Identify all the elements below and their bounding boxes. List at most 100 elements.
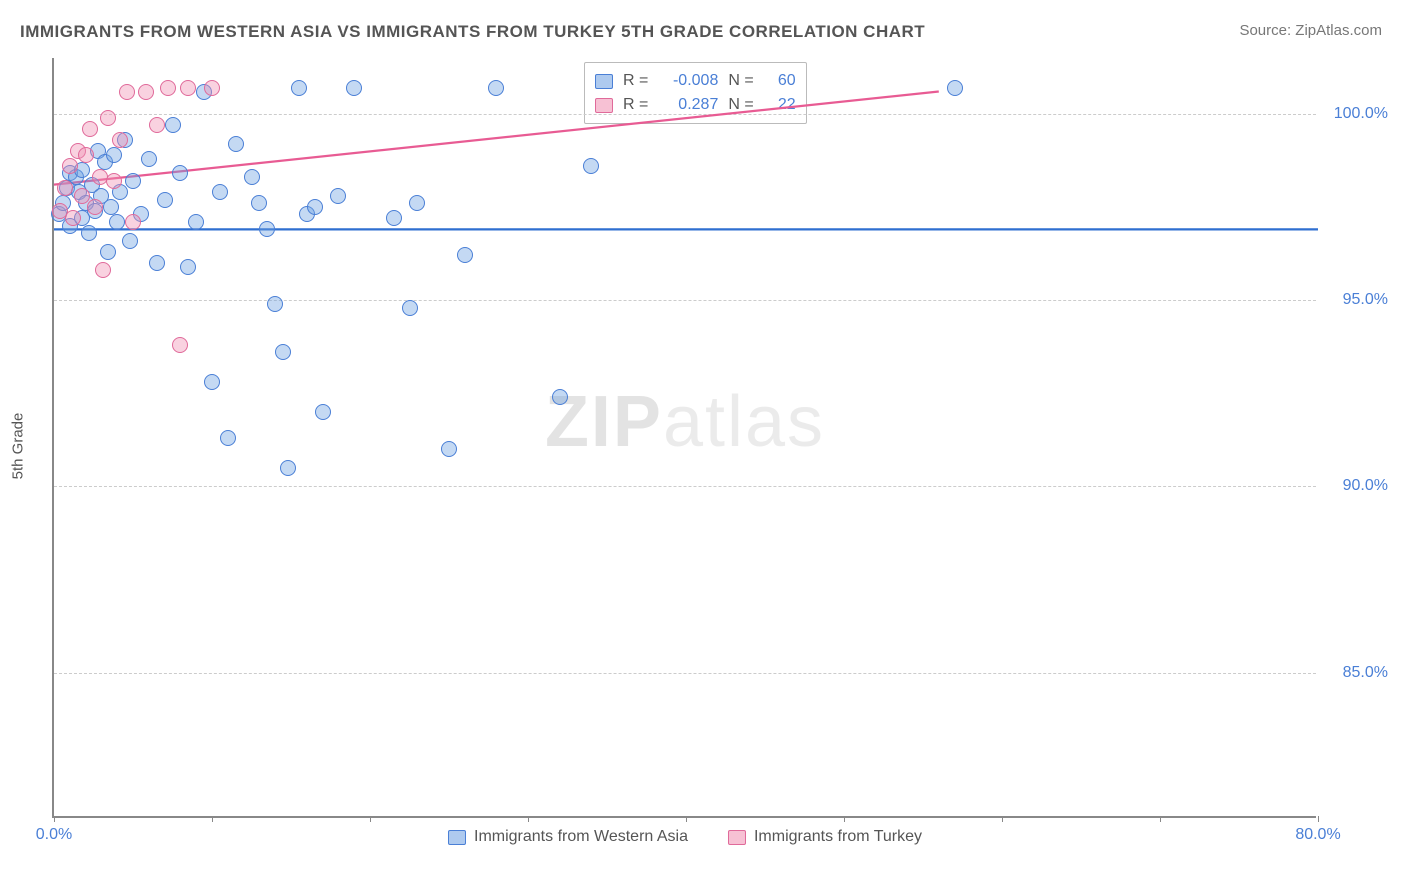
series-legend: Immigrants from Western Asia Immigrants … <box>448 828 922 846</box>
data-point <box>488 80 504 96</box>
data-point <box>409 195 425 211</box>
data-point <box>307 199 323 215</box>
gridline <box>54 114 1316 115</box>
r-value-a: -0.008 <box>658 72 718 90</box>
x-tick-label: 80.0% <box>1295 826 1340 844</box>
data-point <box>112 132 128 148</box>
data-point <box>119 84 135 100</box>
trend-lines-svg <box>54 58 1318 818</box>
data-point <box>275 344 291 360</box>
data-point <box>267 296 283 312</box>
data-point <box>122 233 138 249</box>
x-tick <box>1318 816 1319 822</box>
chart-title: IMMIGRANTS FROM WESTERN ASIA VS IMMIGRAN… <box>20 22 925 42</box>
n-value-b: 22 <box>764 96 796 114</box>
data-point <box>106 147 122 163</box>
data-point <box>441 441 457 457</box>
swatch-series-a <box>448 830 466 845</box>
data-point <box>402 300 418 316</box>
n-label: N = <box>728 96 753 114</box>
data-point <box>62 158 78 174</box>
data-point <box>82 121 98 137</box>
x-tick <box>54 816 55 822</box>
x-tick <box>370 816 371 822</box>
data-point <box>149 255 165 271</box>
data-point <box>95 262 111 278</box>
x-tick <box>1160 816 1161 822</box>
data-point <box>106 173 122 189</box>
data-point <box>386 210 402 226</box>
data-point <box>244 169 260 185</box>
y-tick-label: 90.0% <box>1343 477 1388 495</box>
r-label: R = <box>623 72 648 90</box>
data-point <box>552 389 568 405</box>
watermark-text: ZIPatlas <box>545 381 825 463</box>
r-value-b: 0.287 <box>658 96 718 114</box>
source-label: Source: ZipAtlas.com <box>1239 22 1382 39</box>
y-tick-label: 100.0% <box>1334 105 1388 123</box>
legend-label-b: Immigrants from Turkey <box>754 828 922 846</box>
data-point <box>172 165 188 181</box>
data-point <box>280 460 296 476</box>
y-tick-label: 95.0% <box>1343 291 1388 309</box>
data-point <box>330 188 346 204</box>
data-point <box>457 247 473 263</box>
data-point <box>57 180 73 196</box>
data-point <box>220 430 236 446</box>
data-point <box>125 173 141 189</box>
legend-label-a: Immigrants from Western Asia <box>474 828 688 846</box>
data-point <box>87 199 103 215</box>
data-point <box>103 199 119 215</box>
data-point <box>141 151 157 167</box>
y-axis-label: 5th Grade <box>10 413 27 480</box>
plot-area: ZIPatlas R = -0.008 N = 60 R = 0.287 N =… <box>52 58 1316 818</box>
data-point <box>251 195 267 211</box>
data-point <box>315 404 331 420</box>
data-point <box>100 244 116 260</box>
swatch-series-b <box>595 98 613 113</box>
data-point <box>160 80 176 96</box>
legend-item-a: Immigrants from Western Asia <box>448 828 688 846</box>
gridline <box>54 673 1316 674</box>
data-point <box>172 337 188 353</box>
data-point <box>212 184 228 200</box>
data-point <box>204 80 220 96</box>
gridline <box>54 486 1316 487</box>
x-tick <box>1002 816 1003 822</box>
legend-item-b: Immigrants from Turkey <box>728 828 922 846</box>
data-point <box>188 214 204 230</box>
data-point <box>81 225 97 241</box>
gridline <box>54 300 1316 301</box>
n-label: N = <box>728 72 753 90</box>
data-point <box>78 147 94 163</box>
x-tick <box>686 816 687 822</box>
data-point <box>346 80 362 96</box>
data-point <box>259 221 275 237</box>
data-point <box>149 117 165 133</box>
swatch-series-a <box>595 74 613 89</box>
data-point <box>947 80 963 96</box>
data-point <box>204 374 220 390</box>
data-point <box>291 80 307 96</box>
data-point <box>65 210 81 226</box>
data-point <box>228 136 244 152</box>
data-point <box>157 192 173 208</box>
x-tick-label: 0.0% <box>36 826 72 844</box>
data-point <box>138 84 154 100</box>
x-tick <box>528 816 529 822</box>
swatch-series-b <box>728 830 746 845</box>
x-tick <box>844 816 845 822</box>
data-point <box>583 158 599 174</box>
y-tick-label: 85.0% <box>1343 664 1388 682</box>
data-point <box>165 117 181 133</box>
data-point <box>109 214 125 230</box>
watermark-light: atlas <box>663 382 825 462</box>
x-tick <box>212 816 213 822</box>
data-point <box>180 259 196 275</box>
legend-row-series-a: R = -0.008 N = 60 <box>595 69 796 93</box>
r-label: R = <box>623 96 648 114</box>
data-point <box>180 80 196 96</box>
n-value-a: 60 <box>764 72 796 90</box>
data-point <box>125 214 141 230</box>
data-point <box>100 110 116 126</box>
